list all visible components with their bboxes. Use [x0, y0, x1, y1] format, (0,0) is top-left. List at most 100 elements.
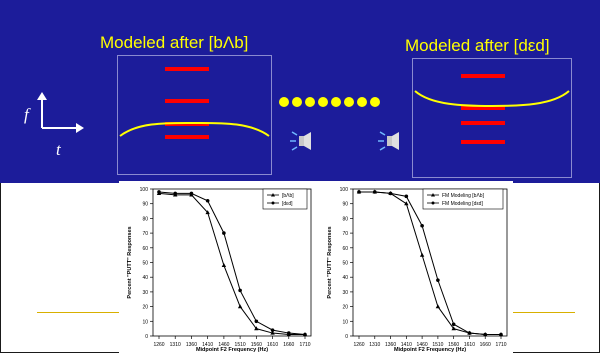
- series-line: [359, 191, 501, 336]
- legend-marker: [431, 193, 435, 197]
- x-tick-label: 1560: [448, 342, 459, 348]
- formant-bar: [165, 135, 209, 139]
- dot: [292, 97, 302, 107]
- x-tick-label: 1610: [464, 342, 475, 348]
- formant-bar: [165, 99, 209, 103]
- x-tick-label: 1560: [251, 342, 262, 348]
- x-tick-label: 1510: [235, 342, 246, 348]
- formant-bar: [461, 121, 505, 125]
- data-point: [222, 231, 226, 235]
- label-modeled-ded: Modeled after [dεd]: [405, 36, 550, 55]
- y-tick-label: 100: [340, 187, 349, 193]
- y-tick-label: 100: [140, 187, 149, 193]
- speaker-icon[interactable]: [377, 131, 401, 151]
- data-point: [221, 263, 227, 268]
- dot: [357, 97, 367, 107]
- y-tick-label: 40: [342, 275, 348, 281]
- y-tick-label: 40: [142, 275, 148, 281]
- x-tick-label: 1310: [369, 342, 380, 348]
- formant-bar: [461, 106, 505, 110]
- dot: [344, 97, 354, 107]
- data-point: [254, 319, 259, 324]
- y-tick-label: 30: [142, 290, 148, 296]
- x-tick-label: 1710: [299, 342, 310, 348]
- divider-line-left: [37, 312, 121, 313]
- legend-label: FM Modeling [dεd]: [442, 201, 483, 207]
- label-modeled-bub: Modeled after [bΛb]: [100, 33, 249, 52]
- legend-marker: [271, 193, 275, 197]
- f2-transition-curve: [119, 121, 270, 137]
- formant-bar: [461, 140, 505, 144]
- data-point: [205, 198, 210, 203]
- spectrogram-panel: Modeled after [bΛb] Modeled after [dεd] …: [0, 0, 600, 183]
- series-line: [359, 191, 501, 336]
- dot: [318, 97, 328, 107]
- y-tick-label: 50: [342, 261, 348, 267]
- formant-bar: [461, 74, 505, 78]
- y-axis-label: Percent "PUTT" Responses: [127, 226, 133, 298]
- y-tick-label: 50: [142, 261, 148, 267]
- axis-label-f: f: [24, 105, 29, 124]
- chart-right: 0 10 20 30 40 50 60 70 80 90 100 1260 1310 1360 1410 14…: [319, 181, 513, 353]
- x-tick-label: 1510: [432, 342, 443, 348]
- legend-label: [bΛb]: [282, 193, 294, 199]
- x-tick-label: 1360: [385, 342, 396, 348]
- x-tick-label: 1310: [170, 342, 181, 348]
- y-tick-label: 80: [142, 216, 148, 222]
- x-tick-label: 1610: [267, 342, 278, 348]
- data-point: [499, 332, 503, 337]
- x-axis-label: Midpoint F2 Frequency (Hz): [196, 347, 268, 353]
- axis-label-t: t: [56, 140, 61, 159]
- divider-line-right: [513, 312, 575, 313]
- data-point: [419, 252, 425, 257]
- y-tick-label: 90: [342, 202, 348, 208]
- x-tick-label: 1260: [353, 342, 364, 348]
- chart-right-svg: 0 10 20 30 40 50 60 70 80 90 100 1260 1310 1360 1410 14…: [327, 187, 508, 353]
- x-tick-label: 1460: [218, 342, 229, 348]
- formant-bar: [165, 122, 209, 126]
- continuum-dots: [279, 94, 383, 112]
- dot: [331, 97, 341, 107]
- f2-transition-curve: [414, 90, 570, 108]
- data-point: [404, 194, 409, 199]
- x-tick-label: 1410: [401, 342, 412, 348]
- data-point: [357, 190, 361, 194]
- x-tick-label: 1360: [186, 342, 197, 348]
- formant-bar: [165, 67, 209, 71]
- y-tick-label: 0: [145, 334, 148, 340]
- x-axis-label: Midpoint F2 Frequency (Hz): [394, 347, 466, 353]
- data-point: [451, 326, 456, 331]
- y-tick-label: 20: [142, 305, 148, 311]
- data-point: [157, 190, 161, 194]
- axes-arrows-icon: [37, 92, 84, 133]
- chart-left: 0 10 20 30 40 50 60 70 80 90 100 1260 1310 1360 1410 14…: [119, 181, 319, 353]
- data-point: [483, 332, 488, 337]
- y-tick-label: 20: [342, 305, 348, 311]
- data-point: [404, 201, 409, 206]
- x-tick-label: 1710: [495, 342, 506, 348]
- dot: [305, 97, 315, 107]
- chart-left-svg: 0 10 20 30 40 50 60 70 80 90 100 1260 1310 1360 1410 14…: [127, 187, 312, 353]
- legend-marker: [431, 201, 435, 205]
- data-point: [372, 190, 377, 194]
- series-line: [158, 191, 306, 336]
- data-point: [270, 330, 275, 335]
- data-point: [451, 322, 456, 327]
- y-tick-label: 60: [142, 246, 148, 252]
- x-tick-label: 1660: [283, 342, 294, 348]
- data-point: [286, 331, 291, 335]
- y-tick-label: 30: [342, 290, 348, 296]
- series-line: [158, 192, 305, 336]
- speaker-icon[interactable]: [289, 131, 313, 151]
- x-tick-label: 1660: [480, 342, 491, 348]
- x-tick-label: 1410: [202, 342, 213, 348]
- legend-box: [422, 188, 504, 210]
- data-point: [238, 288, 242, 293]
- y-axis-label: Percent "PUTT" Responses: [327, 226, 333, 298]
- schematic-box-ded: [412, 58, 572, 178]
- plot-area: [352, 188, 508, 337]
- x-tick-label: 1460: [417, 342, 428, 348]
- data-point: [303, 332, 307, 337]
- y-tick-label: 10: [342, 319, 348, 325]
- data-point: [420, 223, 424, 228]
